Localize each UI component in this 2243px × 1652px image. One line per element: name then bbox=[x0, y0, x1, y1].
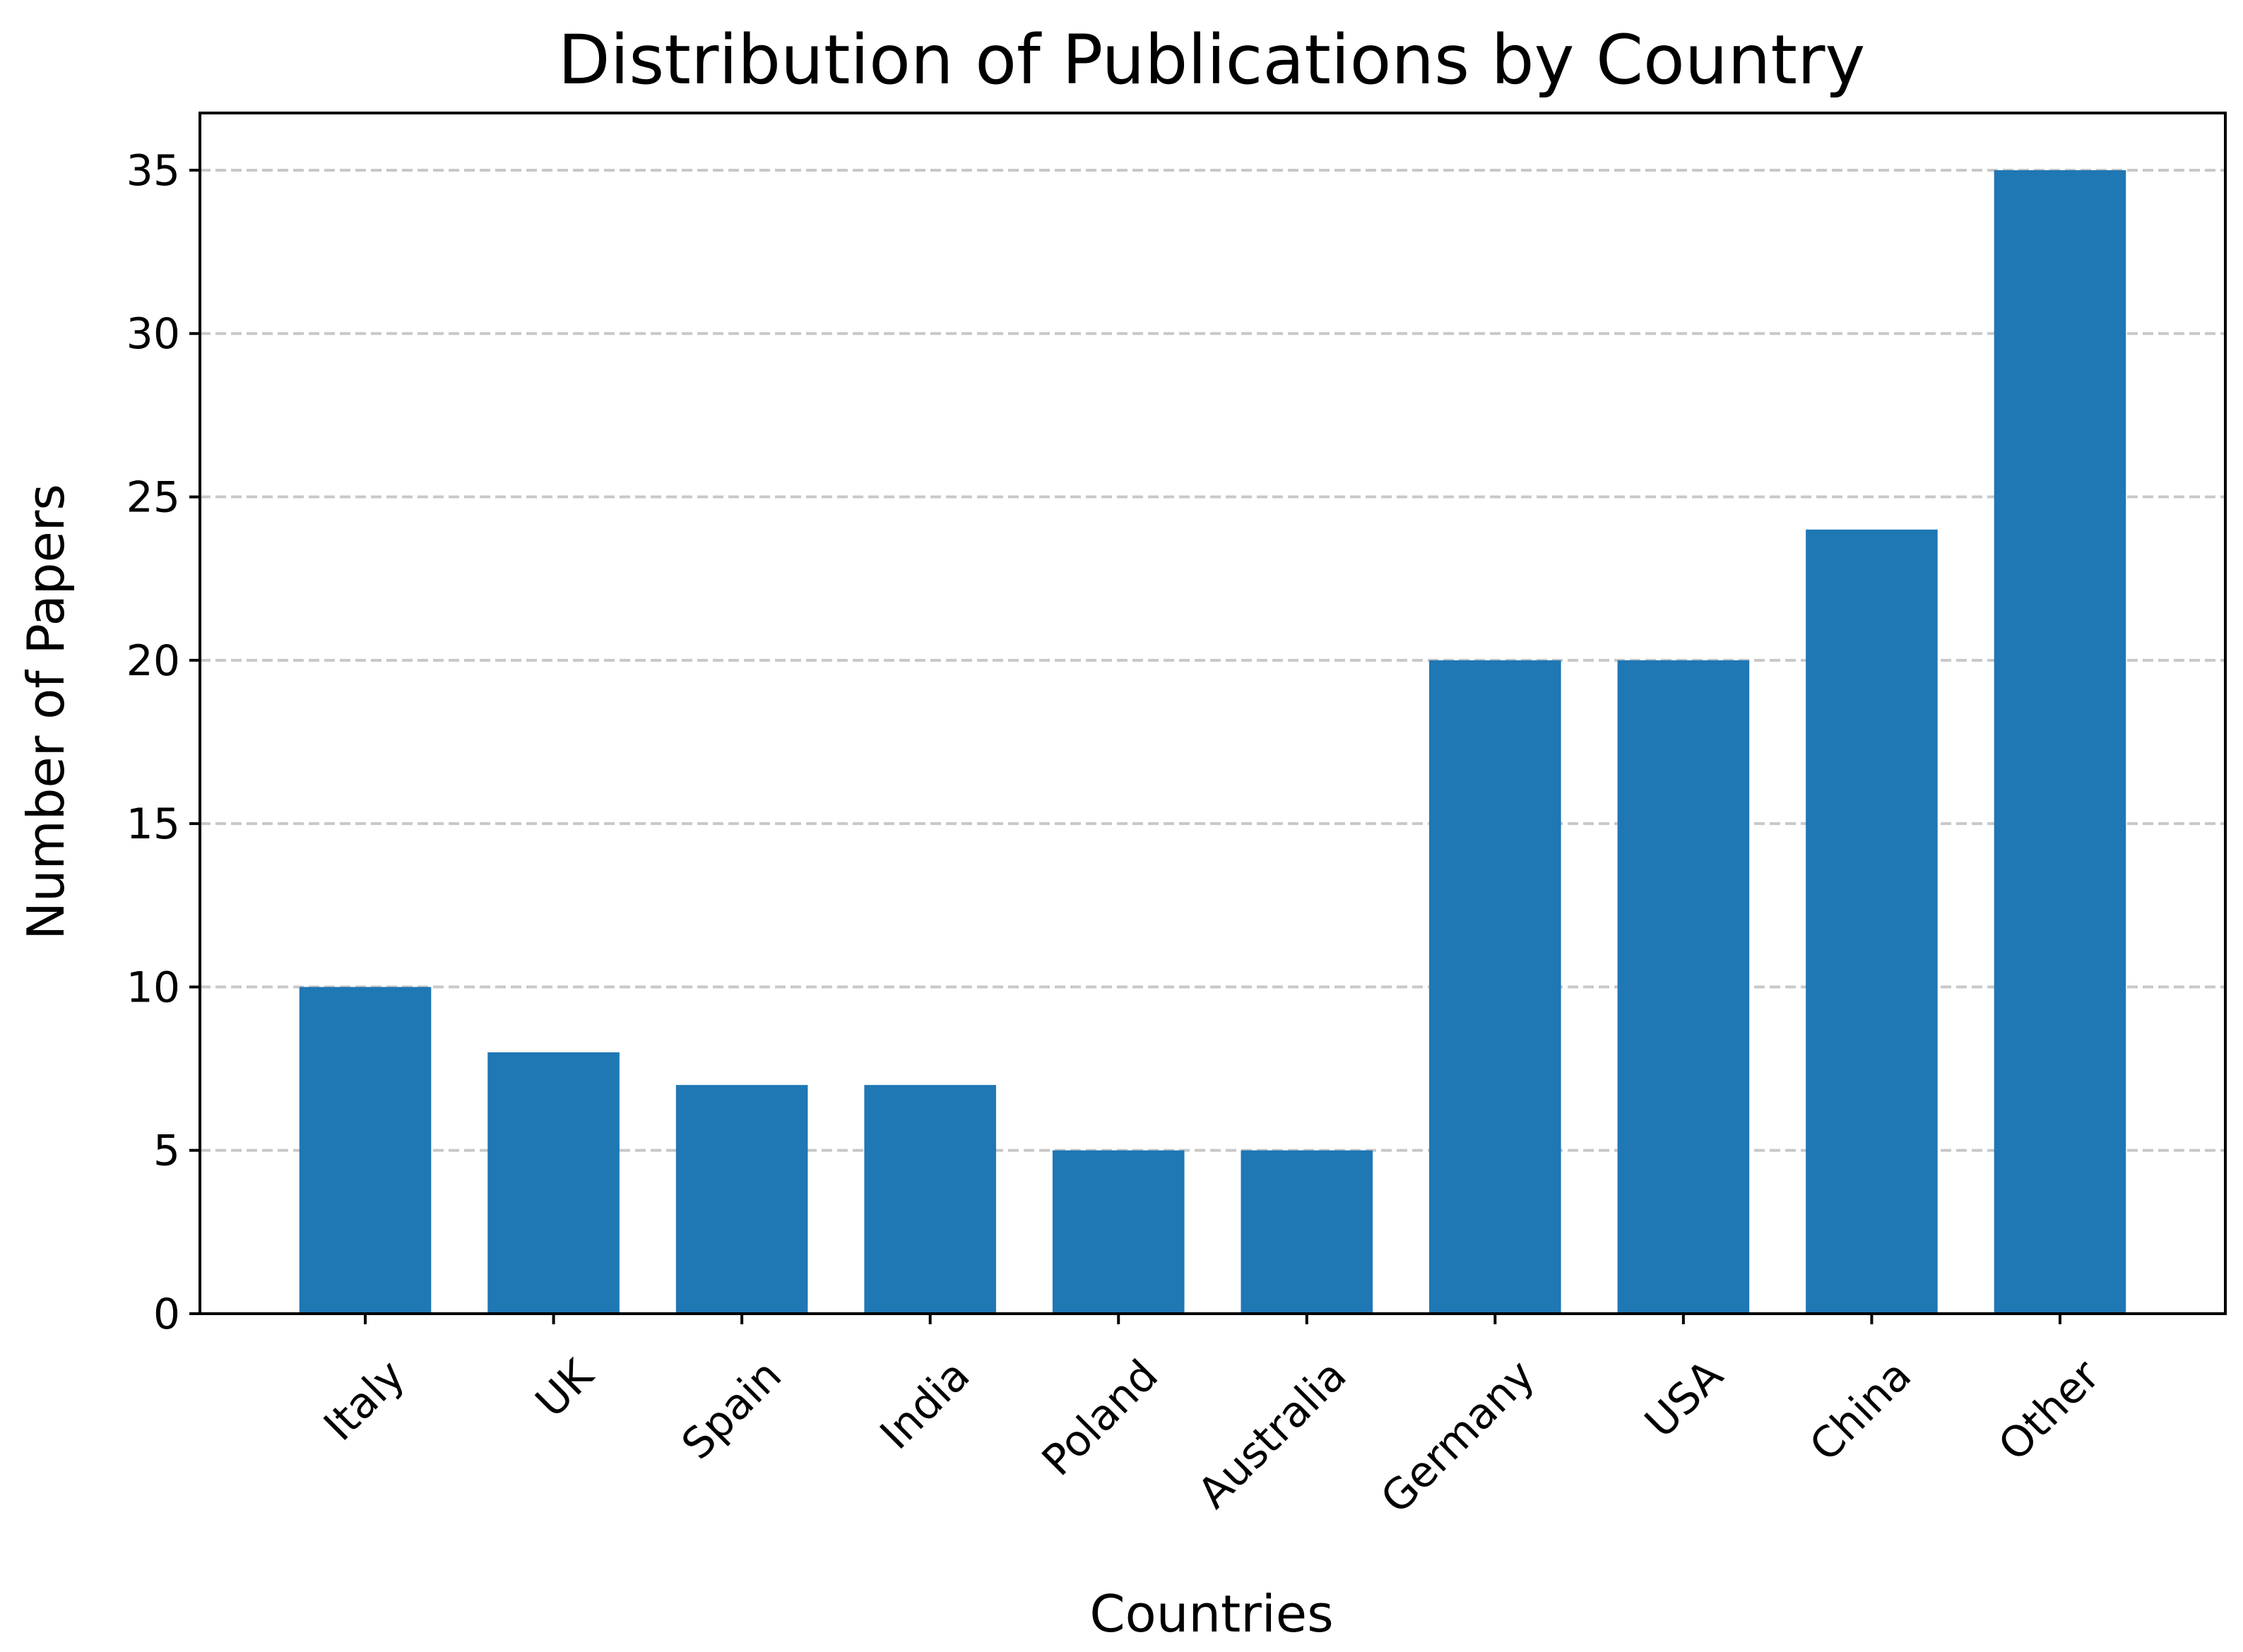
y-axis-label: Number of Papers bbox=[16, 484, 76, 940]
axes bbox=[199, 112, 2227, 1315]
bar-usa bbox=[1617, 660, 1750, 1314]
chart-title: Distribution of Publications by Country bbox=[558, 20, 1866, 100]
bar-other bbox=[1994, 170, 2126, 1314]
plot-frame bbox=[199, 112, 2227, 1315]
bar-china bbox=[1806, 529, 1938, 1314]
bar-italy bbox=[299, 987, 432, 1314]
y-tick-label: 0 bbox=[153, 1290, 180, 1339]
y-tick-label: 5 bbox=[153, 1127, 180, 1176]
bars bbox=[299, 170, 2126, 1314]
bar-spain bbox=[675, 1085, 808, 1314]
bar-india bbox=[864, 1085, 996, 1314]
y-tick-label: 25 bbox=[126, 473, 180, 523]
bar-uk bbox=[487, 1052, 620, 1314]
y-ticks: 0 5 10 15 20 25 30 35 bbox=[126, 146, 200, 1339]
x-axis-label: Countries bbox=[1089, 1584, 1333, 1644]
bar-poland bbox=[1052, 1150, 1185, 1314]
y-tick-label: 10 bbox=[126, 963, 180, 1012]
y-tick-label: 15 bbox=[126, 800, 180, 849]
y-tick-label: 20 bbox=[126, 636, 180, 686]
y-tick-label: 30 bbox=[126, 309, 180, 359]
y-tick-label: 35 bbox=[126, 146, 180, 196]
bar-australia bbox=[1241, 1150, 1373, 1314]
bar-germany bbox=[1429, 660, 1561, 1314]
